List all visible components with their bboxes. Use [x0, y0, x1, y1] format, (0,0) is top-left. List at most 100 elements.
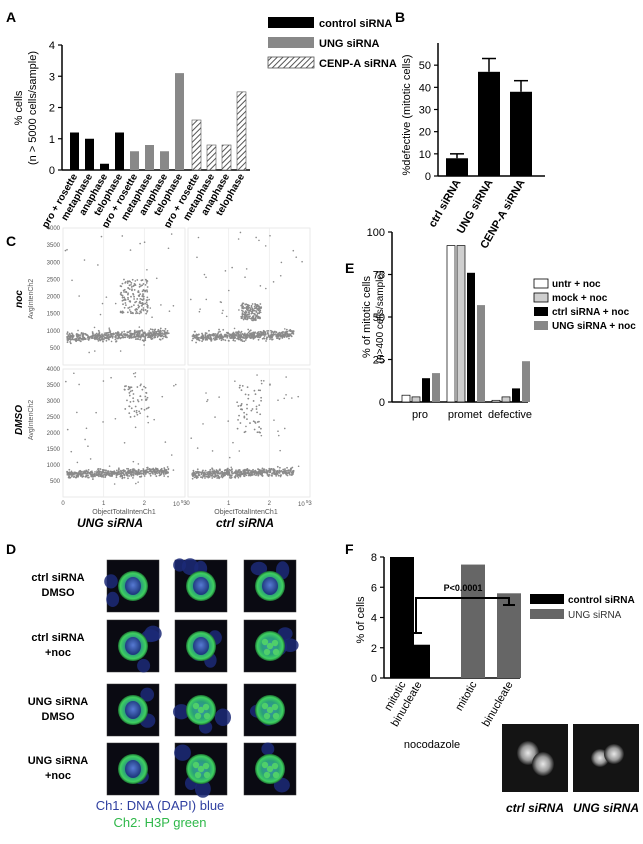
- scatter-point: [277, 335, 280, 338]
- scatter-point: [69, 334, 72, 337]
- scatter-point: [190, 437, 193, 439]
- scatter-point: [102, 476, 105, 478]
- scatter-point: [136, 298, 139, 300]
- scatter-point: [273, 419, 275, 421]
- scatter-point: [100, 235, 103, 238]
- scatter-point: [144, 339, 147, 342]
- scatter-point: [85, 333, 88, 336]
- scatter-point: [118, 471, 120, 473]
- scatter-point: [211, 467, 213, 470]
- scatter-point: [217, 335, 220, 338]
- scatter-point: [226, 335, 229, 338]
- scatter-point: [230, 477, 232, 480]
- scatter-point: [129, 390, 132, 393]
- scatter-point: [139, 293, 142, 295]
- bar-mock-noc: [456, 245, 466, 403]
- scatter-point: [145, 312, 148, 315]
- scatter-point: [231, 333, 234, 336]
- scatter-point: [238, 414, 240, 417]
- scatter-point: [256, 374, 258, 376]
- scatter-point: [269, 338, 271, 340]
- bar-untr-noc: [491, 399, 501, 403]
- scatter-point: [278, 338, 281, 341]
- scatter-point: [238, 331, 240, 334]
- scatter-point: [66, 333, 68, 335]
- scatter-point: [138, 285, 141, 288]
- scatter-point: [269, 384, 271, 386]
- scatter-point: [230, 466, 233, 469]
- scatter-point: [245, 413, 248, 416]
- scatter-point: [245, 474, 248, 477]
- legend-swatch-cenpa: [267, 56, 315, 69]
- scatter-point: [279, 274, 282, 277]
- scatter-point: [141, 284, 144, 287]
- scatter-point: [99, 468, 102, 470]
- scatter-point: [201, 333, 204, 336]
- scatter-point: [246, 386, 249, 389]
- scatter-point: [259, 311, 262, 314]
- scatter-point: [241, 408, 243, 411]
- scatter-point: [267, 329, 270, 332]
- scatter-point: [243, 415, 246, 418]
- x-tick-label: mitotic: [453, 679, 480, 713]
- scatter-point: [258, 431, 261, 434]
- bar-defective: [478, 71, 500, 176]
- scatter-point: [151, 472, 154, 474]
- y-tick-label: 1500: [47, 312, 61, 318]
- scatter-point: [191, 477, 194, 480]
- scatter-point: [79, 336, 81, 339]
- scatter-point: [244, 315, 247, 318]
- scatter-point: [283, 427, 286, 430]
- scatter-point: [140, 311, 142, 314]
- scatter-point: [130, 312, 132, 315]
- panel-d-letter: D: [6, 541, 16, 557]
- scatter-point: [167, 247, 170, 250]
- scatter-point: [255, 472, 258, 475]
- scatter-point: [163, 330, 166, 333]
- background-nucleus: [174, 744, 191, 761]
- bar-cenp-a-sirna: [206, 144, 217, 171]
- scatter-point: [91, 331, 94, 333]
- x-tick-label: 3: [308, 501, 312, 507]
- scatter-point: [140, 334, 143, 336]
- scatter-point: [146, 303, 148, 306]
- scatter-point: [143, 344, 145, 346]
- scatter-point: [118, 473, 121, 475]
- scatter-point: [154, 336, 157, 339]
- scatter-point: [127, 293, 129, 296]
- scatter-point: [254, 469, 257, 472]
- scatter-point: [240, 338, 243, 341]
- scatter-point: [142, 308, 145, 311]
- y-tick-label: 2000: [47, 431, 61, 437]
- scatter-point: [198, 339, 201, 342]
- y-tick-label: 0: [379, 397, 385, 409]
- scatter-point: [71, 333, 74, 336]
- scatter-point: [196, 475, 198, 478]
- scatter-point: [202, 469, 204, 472]
- scatter-point: [257, 474, 260, 477]
- scatter-point: [128, 475, 131, 477]
- scatter-point: [256, 312, 259, 315]
- scatter-point: [130, 305, 133, 308]
- scatter-point: [253, 312, 255, 315]
- scatter-point: [120, 332, 123, 335]
- scatter-point: [252, 308, 254, 311]
- scatter-point: [94, 475, 96, 478]
- scatter-point: [91, 474, 94, 477]
- bar-control-sirna: [85, 138, 94, 170]
- scatter-point: [146, 415, 149, 418]
- scatter-point: [133, 282, 136, 285]
- scatter-point: [254, 303, 257, 306]
- scatter-point: [143, 385, 145, 388]
- scatter-point: [128, 288, 131, 291]
- scatter-point: [130, 284, 132, 286]
- scatter-point: [196, 468, 199, 471]
- scatter-point: [116, 472, 119, 475]
- scatter-point: [97, 329, 100, 332]
- scatter-point: [73, 372, 75, 375]
- scatter-point: [101, 333, 103, 336]
- scatter-point: [144, 290, 147, 293]
- scatter-point: [139, 297, 142, 300]
- scatter-point: [252, 400, 255, 402]
- panel-c-letter: C: [6, 233, 16, 249]
